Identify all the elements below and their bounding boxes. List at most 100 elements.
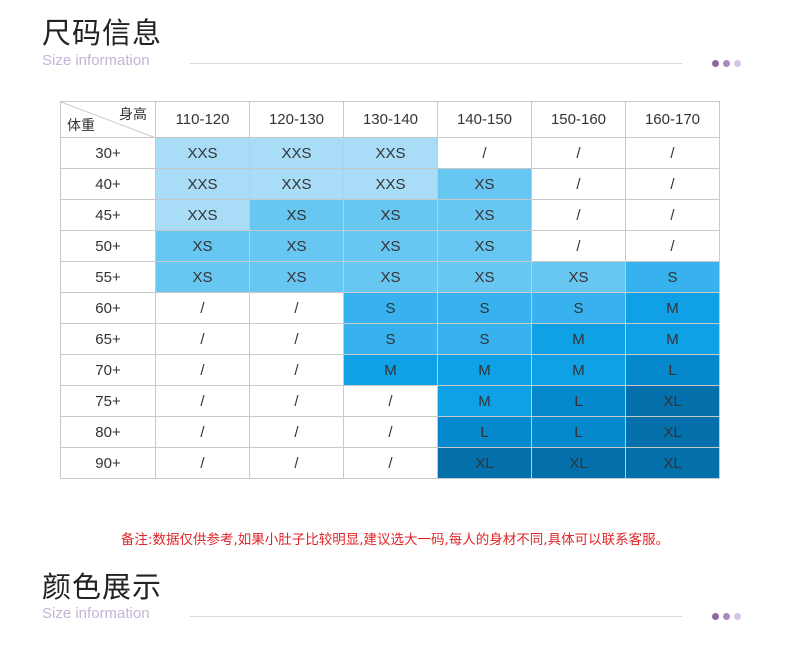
dot-mid (723, 60, 730, 67)
size-cell: / (249, 354, 344, 386)
height-column-header: 120-130 (249, 101, 344, 138)
dot-dark (712, 60, 719, 67)
size-table-row: 40+ XXS XXS XXS XS / / (60, 168, 720, 200)
size-cell: XS (249, 261, 344, 293)
weight-row-label: 70+ (60, 354, 156, 386)
size-note: 备注:数据仅供参考,如果小肚子比较明显,建议选大一码,每人的身材不同,具体可以联… (120, 532, 670, 548)
size-cell: XS (437, 230, 532, 262)
size-cell: S (437, 292, 532, 324)
size-cell: L (437, 416, 532, 448)
size-cell: XS (155, 230, 250, 262)
size-cell: / (625, 199, 720, 231)
weight-row-label: 80+ (60, 416, 156, 448)
size-cell: XS (343, 261, 438, 293)
size-table-row: 50+ XS XS XS XS / / (60, 230, 720, 262)
dot-dark (712, 613, 719, 620)
size-cell: / (249, 447, 344, 479)
size-cell: S (343, 292, 438, 324)
dot-light (734, 613, 741, 620)
size-cell: / (625, 168, 720, 200)
size-cell: / (531, 168, 626, 200)
weight-row-label: 75+ (60, 385, 156, 417)
size-cell: / (249, 416, 344, 448)
size-table: 身高 体重 110-120 120-130 130-140 140-150 150-16… (60, 101, 720, 479)
size-cell: / (625, 137, 720, 169)
weight-row-label: 30+ (60, 137, 156, 169)
size-cell: XS (437, 199, 532, 231)
size-cell: / (437, 137, 532, 169)
corner-weight-label: 体重 (67, 118, 95, 134)
size-cell: S (531, 292, 626, 324)
size-cell: / (249, 292, 344, 324)
size-cell: XXS (249, 137, 344, 169)
size-cell: XXS (343, 168, 438, 200)
height-column-header: 140-150 (437, 101, 532, 138)
size-table-row: 60+ / / S S S M (60, 292, 720, 324)
size-cell: XS (343, 230, 438, 262)
dot-mid (723, 613, 730, 620)
size-cell: / (155, 385, 250, 417)
size-section-dots (712, 60, 741, 67)
size-cell: XS (155, 261, 250, 293)
size-cell: XS (343, 199, 438, 231)
size-cell: XL (625, 447, 720, 479)
size-cell: XS (531, 261, 626, 293)
size-cell: / (625, 230, 720, 262)
size-cell: / (531, 137, 626, 169)
size-cell: L (531, 385, 626, 417)
size-cell: / (155, 416, 250, 448)
size-table-header-row: 身高 体重 110-120 120-130 130-140 140-150 150-16… (60, 101, 720, 138)
size-cell: S (437, 323, 532, 355)
size-cell: XL (437, 447, 532, 479)
size-section-divider (190, 63, 682, 64)
weight-row-label: 40+ (60, 168, 156, 200)
size-cell: / (531, 199, 626, 231)
size-cell: XL (625, 416, 720, 448)
size-cell: M (437, 385, 532, 417)
size-cell: L (531, 416, 626, 448)
size-cell: M (531, 354, 626, 386)
size-cell: M (625, 292, 720, 324)
size-table-row: 80+ / / / L L XL (60, 416, 720, 448)
size-cell: XXS (155, 168, 250, 200)
size-cell: / (343, 416, 438, 448)
weight-row-label: 60+ (60, 292, 156, 324)
height-column-header: 110-120 (155, 101, 250, 138)
color-section-dots (712, 613, 741, 620)
size-cell: M (531, 323, 626, 355)
size-cell: / (249, 323, 344, 355)
size-section-title: 尺码信息 (42, 16, 163, 50)
color-section-subtitle: Size information (42, 605, 150, 622)
corner-diagonal (61, 102, 154, 137)
size-cell: / (249, 385, 344, 417)
size-cell: / (343, 385, 438, 417)
size-cell: XL (531, 447, 626, 479)
weight-row-label: 45+ (60, 199, 156, 231)
corner-cell: 身高 体重 (60, 101, 156, 138)
size-cell: XXS (155, 137, 250, 169)
size-cell: XS (249, 199, 344, 231)
size-cell: XL (625, 385, 720, 417)
size-table-row: 65+ / / S S M M (60, 323, 720, 355)
corner-height-label: 身高 (119, 107, 147, 123)
size-cell: S (343, 323, 438, 355)
size-cell: M (343, 354, 438, 386)
size-cell: XS (437, 168, 532, 200)
size-table-row: 30+ XXS XXS XXS / / / (60, 137, 720, 169)
size-table-row: 90+ / / / XL XL XL (60, 447, 720, 479)
size-table-row: 75+ / / / M L XL (60, 385, 720, 417)
weight-row-label: 50+ (60, 230, 156, 262)
size-table-row: 70+ / / M M M L (60, 354, 720, 386)
size-cell: M (437, 354, 532, 386)
dot-light (734, 60, 741, 67)
size-cell: XXS (343, 137, 438, 169)
size-section-subtitle: Size information (42, 52, 150, 69)
size-cell: / (343, 447, 438, 479)
size-table-row: 45+ XXS XS XS XS / / (60, 199, 720, 231)
height-column-header: 160-170 (625, 101, 720, 138)
size-cell: / (155, 323, 250, 355)
size-cell: M (625, 323, 720, 355)
size-cell: / (155, 354, 250, 386)
size-cell: S (625, 261, 720, 293)
size-cell: / (155, 292, 250, 324)
